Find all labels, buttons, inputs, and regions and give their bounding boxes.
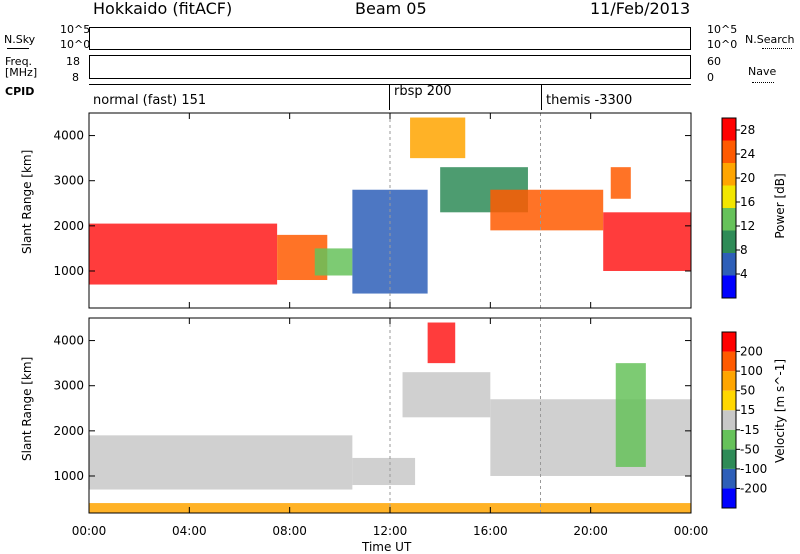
freq-unit-label: [MHz] <box>5 66 38 79</box>
xtick-label-5: 20:00 <box>573 524 608 538</box>
nave-tick-bottom: 0 <box>707 71 714 84</box>
cpid-divider-themis <box>541 84 542 110</box>
time-axis-label: Time UT <box>362 540 412 554</box>
velocity-ytick-label-3000: 3000 <box>53 379 84 393</box>
velocity-colorbar-band-8 <box>722 332 736 352</box>
cpid-segment-themis: themis -3300 <box>546 93 633 108</box>
nsearch-tick-bottom: 10^0 <box>707 38 738 51</box>
velocity-colorbar-band-4 <box>722 410 736 430</box>
cpid-label: CPID <box>5 85 35 98</box>
power-colorbar-label-6: 28 <box>740 123 755 137</box>
velocity-colorbar-label-0: 200 <box>740 345 763 359</box>
cpid-segment-normal: normal (fast) 151 <box>93 93 207 108</box>
velocity-region-0 <box>89 435 353 490</box>
power-colorbar-band-7 <box>722 118 736 141</box>
power-ytick-label-4000: 4000 <box>53 129 84 143</box>
beam-title: Beam 05 <box>355 0 427 18</box>
power-colorbar-band-6 <box>722 140 736 163</box>
velocity-colorbar-band-6 <box>722 371 736 391</box>
nsearch-tick-top: 10^5 <box>707 23 738 36</box>
freq-tick-top: 18 <box>66 55 80 68</box>
power-panel-ylabel: Slant Range [km] <box>20 149 34 254</box>
power-colorbar-label-4: 20 <box>740 171 755 185</box>
freq-strip-frame <box>89 55 691 79</box>
nave-label: Nave <box>748 65 777 78</box>
velocity-colorbar-label-1: 100 <box>740 364 763 378</box>
velocity-panel-ylabel: Slant Range [km] <box>20 356 34 461</box>
velocity-colorbar-label: Velocity [m s^-1] <box>773 358 787 464</box>
power-colorbar-frame <box>721 117 737 299</box>
velocity-colorbar-label-5: -50 <box>740 442 760 456</box>
nave-tick-top: 60 <box>707 55 721 68</box>
power-colorbar-label-0: 4 <box>740 267 748 281</box>
velocity-region-1 <box>352 457 416 486</box>
power-colorbar-label-1: 8 <box>740 243 748 257</box>
date-title: 11/Feb/2013 <box>590 0 691 18</box>
velocity-colorbar-band-7 <box>722 351 736 372</box>
power-colorbar-band-0 <box>722 275 736 298</box>
velocity-ytick-label-4000: 4000 <box>53 334 84 348</box>
nsearch-legend-line <box>762 48 792 49</box>
station-title: Hokkaido (fitACF) <box>93 0 233 18</box>
xtick-label-2: 08:00 <box>272 524 307 538</box>
power-colorbar-band-3 <box>722 208 736 231</box>
nsearch-label: N.Search <box>745 33 795 46</box>
cpid-strip <box>89 84 691 111</box>
power-colorbar-label-5: 24 <box>740 147 755 161</box>
power-colorbar-band-4 <box>722 185 736 208</box>
nsky-strip-frame <box>89 27 691 50</box>
cpid-segment-rbsp: rbsp 200 <box>394 84 452 99</box>
xtick-label-6: 00:00 <box>674 524 709 538</box>
power-ytick-label-1000: 1000 <box>53 264 84 278</box>
power-colorbar-label-2: 12 <box>740 219 755 233</box>
velocity-region-4 <box>427 322 456 364</box>
power-region-3 <box>410 117 466 159</box>
velocity-colorbar-frame <box>721 331 737 509</box>
velocity-colorbar-band-5 <box>722 390 736 411</box>
velocity-region-2 <box>402 372 491 418</box>
velocity-colorbar-label-3: 15 <box>740 403 755 417</box>
xtick-label-3: 12:00 <box>373 524 408 538</box>
xtick-label-4: 16:00 <box>473 524 508 538</box>
power-colorbar-label-3: 16 <box>740 195 755 209</box>
cpid-divider-rbsp <box>389 84 390 110</box>
velocity-colorbar-label-6: -100 <box>740 462 767 476</box>
power-region-8 <box>610 167 631 199</box>
nave-legend-line <box>752 82 774 83</box>
nsky-tick-top: 10^5 <box>60 23 91 36</box>
nsky-label: N.Sky <box>4 33 36 46</box>
power-colorbar-label: Power [dB] <box>773 173 787 239</box>
velocity-colorbar-label-4: -15 <box>740 423 760 437</box>
velocity-colorbar-band-1 <box>722 468 736 489</box>
velocity-region-5 <box>615 363 646 467</box>
xtick-label-0: 00:00 <box>72 524 107 538</box>
power-region-0 <box>89 223 278 285</box>
velocity-region-3 <box>490 399 691 476</box>
velocity-colorbar-label-7: -200 <box>740 481 767 495</box>
velocity-colorbar-label-2: 50 <box>740 384 755 398</box>
velocity-ytick-label-1000: 1000 <box>53 469 84 483</box>
power-ytick-label-2000: 2000 <box>53 219 84 233</box>
nsky-legend-line <box>7 48 29 49</box>
velocity-colorbar-band-2 <box>722 449 736 469</box>
velocity-colorbar-band-0 <box>722 488 736 508</box>
power-region-5 <box>490 189 604 231</box>
velocity-ytick-label-2000: 2000 <box>53 424 84 438</box>
power-region-6 <box>603 212 691 271</box>
power-colorbar-band-5 <box>722 163 736 186</box>
nsky-tick-bottom: 10^0 <box>60 38 91 51</box>
power-region-2 <box>314 248 353 276</box>
power-colorbar-band-1 <box>722 253 736 276</box>
freq-label: Freq. <box>5 55 33 68</box>
power-ytick-label-3000: 3000 <box>53 174 84 188</box>
freq-tick-bottom: 8 <box>72 71 79 84</box>
xtick-label-1: 04:00 <box>172 524 207 538</box>
power-colorbar-band-2 <box>722 230 736 253</box>
velocity-colorbar-band-3 <box>722 429 736 450</box>
